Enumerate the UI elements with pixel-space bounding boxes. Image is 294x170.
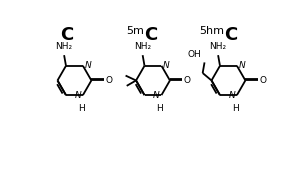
- Text: NH₂: NH₂: [134, 42, 151, 51]
- Text: N: N: [229, 91, 235, 100]
- Text: 5m: 5m: [126, 26, 144, 36]
- Text: C: C: [61, 26, 74, 44]
- Text: H: H: [156, 104, 163, 113]
- Text: N: N: [238, 61, 245, 70]
- Text: OH: OH: [188, 50, 201, 59]
- Text: H: H: [78, 104, 85, 113]
- Text: C: C: [224, 26, 237, 44]
- Text: C: C: [144, 26, 157, 44]
- Text: NH₂: NH₂: [56, 42, 73, 51]
- Text: O: O: [184, 76, 191, 85]
- Text: N: N: [84, 61, 91, 70]
- Text: 5hm: 5hm: [199, 26, 224, 36]
- Text: H: H: [232, 104, 239, 113]
- Text: N: N: [75, 91, 81, 100]
- Text: N: N: [163, 61, 170, 70]
- Text: O: O: [105, 76, 112, 85]
- Text: NH₂: NH₂: [210, 42, 227, 51]
- Text: N: N: [153, 91, 160, 100]
- Text: O: O: [259, 76, 266, 85]
